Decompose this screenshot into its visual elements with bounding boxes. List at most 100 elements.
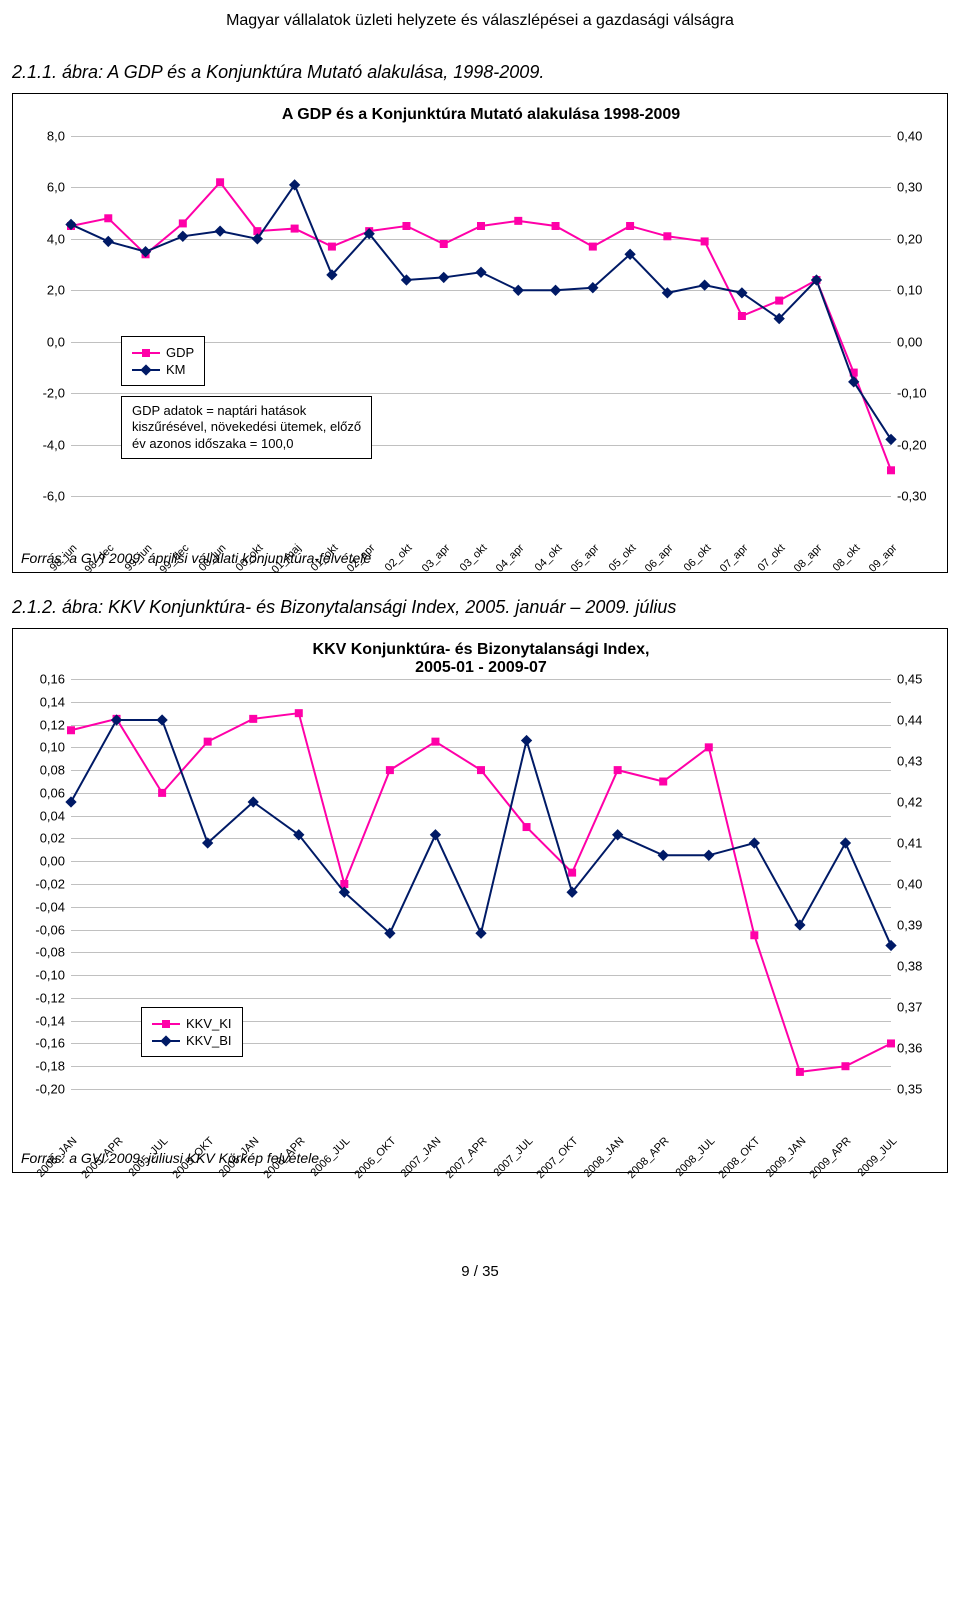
chart1-x-tick: 05_okt — [607, 542, 639, 574]
chart2-series-kkv_ki-marker — [705, 743, 713, 751]
chart2-series-kkv_bi-marker — [885, 940, 896, 951]
chart1-y-right-tick: -0,20 — [897, 438, 927, 451]
chart1-title: A GDP és a Konjunktúra Mutató alakulása … — [21, 106, 941, 124]
chart2-series-kkv_bi-marker — [658, 850, 669, 861]
chart2-series-kkv_bi-marker — [840, 837, 851, 848]
chart2-source: Forrás: a GVI 2009. júliusi KKV Körkép f… — [21, 1150, 319, 1166]
chart1-series-gdp-marker — [179, 219, 187, 227]
chart2-y-left-tick: 0,10 — [40, 741, 65, 754]
chart1-y-left-tick: 8,0 — [47, 130, 65, 143]
chart2-y-right-tick: 0,38 — [897, 960, 922, 973]
chart1-series-gdp-marker — [216, 178, 224, 186]
chart1-series-gdp-marker — [775, 297, 783, 305]
chart1-series-km-marker — [736, 287, 747, 298]
chart1-y-left-tick: 4,0 — [47, 232, 65, 245]
chart2-x-tick: 2007_JAN — [399, 1135, 444, 1180]
chart1-series-gdp-marker — [514, 217, 522, 225]
chart2-x-tick: 2006_OKT — [352, 1135, 398, 1181]
chart1-x-tick: 05_apr — [569, 542, 602, 575]
chart1-caption: 2.1.1. ábra: A GDP és a Konjunktúra Muta… — [12, 62, 948, 83]
chart1-series-gdp-marker — [552, 222, 560, 230]
chart2-series-kkv_ki-marker — [614, 766, 622, 774]
chart1-series-gdp-marker — [738, 312, 746, 320]
chart2-series-kkv_bi-marker — [794, 919, 805, 930]
chart2-series-kkv_bi-line — [71, 720, 891, 946]
chart2-series-kkv_bi-marker — [430, 829, 441, 840]
chart2-box: KKV Konjunktúra- és Bizonytalansági Inde… — [12, 628, 948, 1173]
chart2-caption: 2.1.2. ábra: KKV Konjunktúra- és Bizonyt… — [12, 597, 948, 618]
chart1-y-left-tick: -6,0 — [43, 490, 65, 503]
chart2-series-kkv_ki-marker — [659, 778, 667, 786]
chart1-series-km-marker — [103, 236, 114, 247]
chart2-series-kkv_bi-marker — [156, 714, 167, 725]
chart1-source: Forrás: a GVI 2009. áprilisi vállalati k… — [21, 550, 371, 566]
chart1-x-tick: 09_apr — [867, 542, 900, 575]
chart1-y-right-tick: -0,30 — [897, 490, 927, 503]
chart1-y-right-tick: -0,10 — [897, 387, 927, 400]
chart2-y-left-tick: -0,08 — [35, 946, 65, 959]
chart1-x-tick: 06_apr — [643, 542, 676, 575]
chart1-y-right-tick: 0,20 — [897, 232, 922, 245]
page-footer: 9 / 35 — [12, 1263, 948, 1280]
chart1-x-tick: 03_apr — [419, 542, 452, 575]
chart2-y-left-tick: 0,08 — [40, 764, 65, 777]
chart2-legend-label: KKV_KI — [186, 1016, 232, 1031]
chart1-x-tick: 02_okt — [383, 542, 415, 574]
chart1-y-left-tick: 2,0 — [47, 284, 65, 297]
chart2-y-right-tick: 0,40 — [897, 878, 922, 891]
chart1-series-gdp-marker — [663, 232, 671, 240]
chart2-y-left-tick: -0,02 — [35, 878, 65, 891]
chart1-plot: 8,06,04,02,00,0-2,0-4,0-6,00,400,300,200… — [71, 136, 891, 496]
chart1-series-km-marker — [550, 285, 561, 296]
chart2-y-right-tick: 0,35 — [897, 1083, 922, 1096]
chart2-series-kkv_ki-marker — [204, 738, 212, 746]
chart1-series-gdp-marker — [589, 243, 597, 251]
chart2-series-kkv_ki-marker — [295, 709, 303, 717]
chart2-y-right-tick: 0,36 — [897, 1042, 922, 1055]
chart1-x-tick: 04_okt — [532, 542, 564, 574]
chart1-series-km-marker — [289, 179, 300, 190]
chart1-series-gdp-marker — [440, 240, 448, 248]
chart1-gridline — [71, 496, 891, 497]
chart2-x-tick: 2009_APR — [808, 1135, 854, 1181]
chart1-x-tick: 08_apr — [792, 542, 825, 575]
chart1-legend-item: GDP — [132, 345, 194, 360]
chart1-y-left-tick: -4,0 — [43, 438, 65, 451]
chart2-x-tick: 2009_JAN — [764, 1135, 809, 1180]
chart1-y-left-tick: -2,0 — [43, 387, 65, 400]
chart2-y-left-tick: -0,14 — [35, 1014, 65, 1027]
chart2-y-right-tick: 0,37 — [897, 1001, 922, 1014]
chart1-x-tick: 08_okt — [830, 542, 862, 574]
chart1-series-km-marker — [214, 225, 225, 236]
chart2-series-kkv_ki-marker — [249, 715, 257, 723]
chart2-series-kkv_ki-marker — [386, 766, 394, 774]
chart1-y-right-tick: 0,10 — [897, 284, 922, 297]
chart2-y-left-tick: 0,16 — [40, 673, 65, 686]
chart2-y-left-tick: 0,02 — [40, 832, 65, 845]
chart1-x-tick: 07_okt — [756, 542, 788, 574]
chart1-note: GDP adatok = naptári hatásokkiszűrésével… — [121, 396, 372, 459]
chart2-legend-item: KKV_BI — [152, 1033, 232, 1048]
chart2-x-tick: 2008_APR — [626, 1135, 672, 1181]
chart1-series-km-marker — [885, 434, 896, 445]
chart2-series-kkv_ki-marker — [431, 738, 439, 746]
chart2-series-kkv_bi-marker — [703, 850, 714, 861]
chart1-series-gdp-marker — [626, 222, 634, 230]
chart2-gridline — [71, 1089, 891, 1090]
chart2-y-left-tick: 0,06 — [40, 786, 65, 799]
chart2-y-right-tick: 0,43 — [897, 755, 922, 768]
chart2-series-kkv_ki-marker — [477, 766, 485, 774]
chart1-series-gdp-marker — [701, 237, 709, 245]
chart1-legend-item: KM — [132, 362, 194, 377]
chart2-y-left-tick: -0,12 — [35, 991, 65, 1004]
chart2-y-left-tick: 0,14 — [40, 695, 65, 708]
chart1-legend: GDP KM — [121, 336, 205, 386]
chart1-series-gdp-marker — [328, 243, 336, 251]
chart1-series-km-marker — [438, 272, 449, 283]
chart2-legend-item: KKV_KI — [152, 1016, 232, 1031]
page-header: Magyar vállalatok üzleti helyzete és vál… — [12, 12, 948, 30]
chart2-series-kkv_ki-marker — [887, 1039, 895, 1047]
chart1-series-km-marker — [177, 231, 188, 242]
chart1-series-gdp-marker — [477, 222, 485, 230]
chart2-x-tick: 2009_JUL — [856, 1135, 900, 1179]
